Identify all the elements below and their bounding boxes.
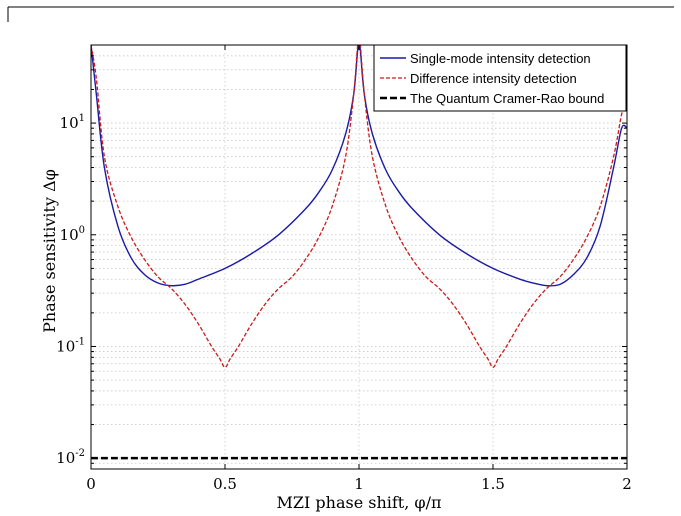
series-line-1 [91,45,627,369]
legend-box [373,44,627,112]
y-tick-label-exponent: -2 [75,448,85,459]
y-tick-label-exponent: -1 [75,336,85,347]
y-tick-label-base: 10 [60,226,79,244]
y-tick-label: 10-2 [56,448,85,467]
series-group [91,45,627,460]
legend-label-0: Single-mode intensity detection [410,51,591,66]
x-tick-label: 0.5 [213,475,237,493]
legend-label-2: The Quantum Cramer-Rao bound [410,91,604,106]
x-tick-label: 1 [354,475,364,493]
y-tick-label: 101 [60,113,85,132]
y-tick-label: 100 [60,225,85,244]
y-tick-label: 10-1 [56,336,85,355]
x-tick-label: 0 [86,475,96,493]
y-tick-label-base: 10 [60,114,79,132]
y-tick-label-base: 10 [56,337,75,355]
x-tick-label: 2 [622,475,632,493]
y-axis-title: Phase sensitivity Δφ [40,169,59,333]
series-line-0 [91,45,627,287]
x-tick-label: 1.5 [481,475,505,493]
y-tick-label-exponent: 1 [79,113,85,124]
grid [91,44,627,470]
y-tick-label-exponent: 0 [79,225,85,236]
y-tick-label-base: 10 [56,449,75,467]
x-axis-title: MZI phase shift, φ/π [276,493,441,512]
legend: Single-mode intensity detection Differenc… [373,44,627,112]
legend-label-1: Difference intensity detection [410,71,577,86]
